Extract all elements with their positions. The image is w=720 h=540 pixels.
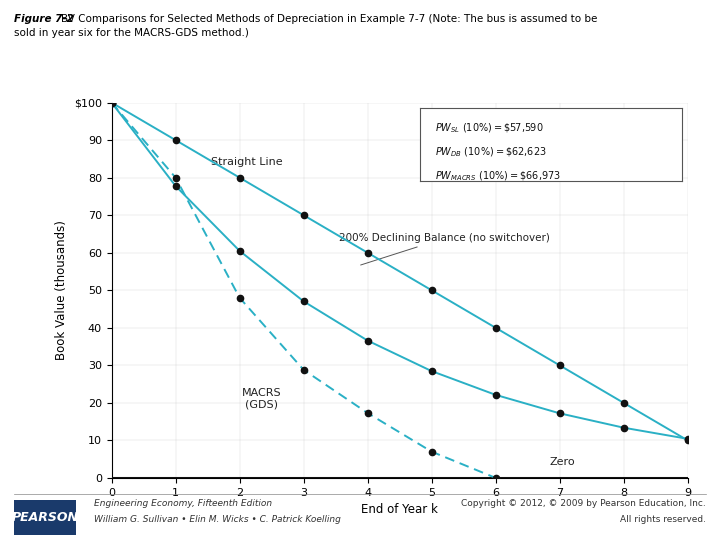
Text: Engineering Economy, Fifteenth Edition: Engineering Economy, Fifteenth Edition (94, 500, 271, 509)
Text: MACRS
(GDS): MACRS (GDS) (242, 388, 282, 409)
Text: William G. Sullivan • Elin M. Wicks • C. Patrick Koelling: William G. Sullivan • Elin M. Wicks • C.… (94, 515, 341, 524)
Text: Straight Line: Straight Line (211, 157, 282, 166)
X-axis label: End of Year k: End of Year k (361, 503, 438, 516)
Text: All rights reserved.: All rights reserved. (620, 515, 706, 524)
Text: BV Comparisons for Selected Methods of Depreciation in Example 7-7 (Note: The bu: BV Comparisons for Selected Methods of D… (61, 14, 598, 24)
Text: Figure 7-2: Figure 7-2 (14, 14, 74, 24)
Text: 200% Declining Balance (no switchover): 200% Declining Balance (no switchover) (339, 233, 549, 265)
Y-axis label: Book Value (thousands): Book Value (thousands) (55, 220, 68, 360)
Text: sold in year six for the MACRS-GDS method.): sold in year six for the MACRS-GDS metho… (14, 28, 249, 38)
Text: Zero: Zero (550, 457, 575, 467)
Text: PEARSON: PEARSON (12, 510, 78, 524)
Text: Copyright © 2012, © 2009 by Pearson Education, Inc.: Copyright © 2012, © 2009 by Pearson Educ… (461, 500, 706, 509)
